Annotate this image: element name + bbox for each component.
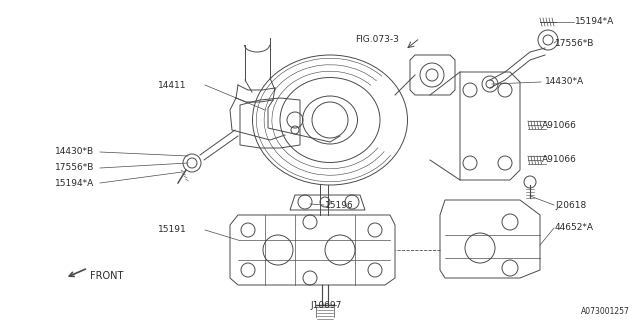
Text: 15191: 15191 bbox=[158, 226, 187, 235]
Text: A91066: A91066 bbox=[542, 121, 577, 130]
Text: FRONT: FRONT bbox=[90, 271, 124, 281]
Text: 14430*A: 14430*A bbox=[545, 77, 584, 86]
Text: 15194*A: 15194*A bbox=[575, 18, 614, 27]
Text: FIG.073-3: FIG.073-3 bbox=[355, 36, 399, 44]
Text: 17556*B: 17556*B bbox=[555, 38, 595, 47]
Text: J10697: J10697 bbox=[310, 300, 341, 309]
Text: 15196: 15196 bbox=[325, 201, 354, 210]
Text: 17556*B: 17556*B bbox=[55, 164, 94, 172]
Text: A073001257: A073001257 bbox=[581, 308, 630, 316]
Text: A91066: A91066 bbox=[542, 156, 577, 164]
Text: 14430*B: 14430*B bbox=[55, 148, 94, 156]
Text: 44652*A: 44652*A bbox=[555, 223, 594, 233]
Text: 14411: 14411 bbox=[158, 81, 186, 90]
Text: 15194*A: 15194*A bbox=[55, 179, 94, 188]
Text: J20618: J20618 bbox=[555, 201, 586, 210]
